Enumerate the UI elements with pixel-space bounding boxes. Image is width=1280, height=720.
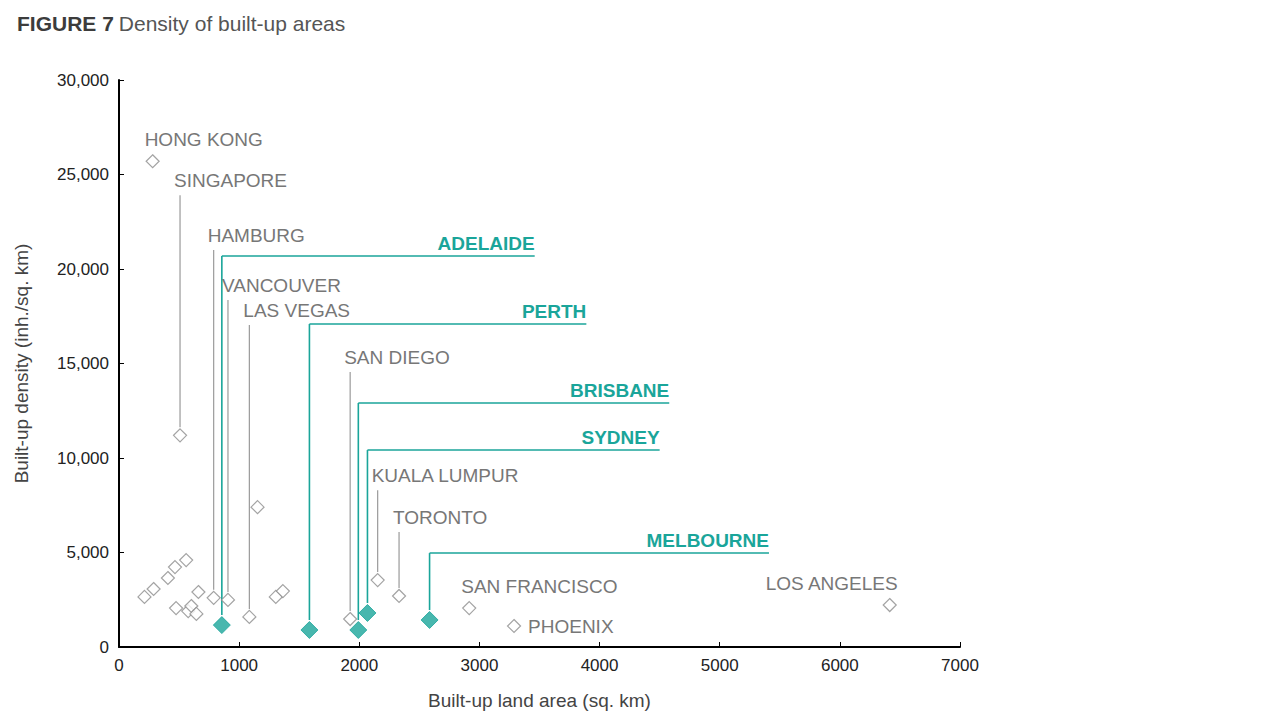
svg-text:HAMBURG: HAMBURG	[208, 225, 305, 246]
svg-text:Built-up land area (sq. km): Built-up land area (sq. km)	[428, 690, 651, 711]
svg-text:25,000: 25,000	[57, 165, 109, 184]
svg-text:FIGURE 7: FIGURE 7	[17, 12, 114, 35]
svg-text:SYDNEY: SYDNEY	[582, 427, 660, 448]
svg-text:5000: 5000	[701, 656, 739, 675]
svg-text:BRISBANE: BRISBANE	[570, 380, 669, 401]
svg-text:TORONTO: TORONTO	[393, 507, 487, 528]
svg-text:Density of built-up areas: Density of built-up areas	[119, 12, 345, 35]
svg-text:3000: 3000	[461, 656, 499, 675]
svg-text:4000: 4000	[581, 656, 619, 675]
svg-text:6000: 6000	[821, 656, 859, 675]
svg-text:1000: 1000	[220, 656, 258, 675]
svg-text:20,000: 20,000	[57, 260, 109, 279]
svg-text:MELBOURNE: MELBOURNE	[647, 530, 769, 551]
svg-text:VANCOUVER: VANCOUVER	[222, 275, 341, 296]
svg-text:PHOENIX: PHOENIX	[528, 616, 614, 637]
svg-text:LAS VEGAS: LAS VEGAS	[243, 300, 350, 321]
svg-text:SAN DIEGO: SAN DIEGO	[344, 347, 450, 368]
svg-text:2000: 2000	[340, 656, 378, 675]
svg-text:10,000: 10,000	[57, 449, 109, 468]
svg-text:KUALA LUMPUR: KUALA LUMPUR	[372, 465, 519, 486]
svg-text:0: 0	[100, 638, 109, 657]
svg-text:SAN FRANCISCO: SAN FRANCISCO	[461, 576, 617, 597]
svg-text:0: 0	[114, 656, 123, 675]
svg-text:ADELAIDE: ADELAIDE	[438, 233, 535, 254]
svg-text:HONG KONG: HONG KONG	[145, 129, 263, 150]
svg-text:Built-up density (inh./sq. km): Built-up density (inh./sq. km)	[11, 244, 32, 484]
svg-text:7000: 7000	[941, 656, 979, 675]
svg-text:30,000: 30,000	[57, 71, 109, 90]
svg-text:PERTH: PERTH	[522, 301, 586, 322]
svg-text:15,000: 15,000	[57, 354, 109, 373]
svg-text:LOS ANGELES: LOS ANGELES	[766, 573, 898, 594]
svg-text:5,000: 5,000	[66, 543, 109, 562]
svg-text:SINGAPORE: SINGAPORE	[174, 170, 287, 191]
